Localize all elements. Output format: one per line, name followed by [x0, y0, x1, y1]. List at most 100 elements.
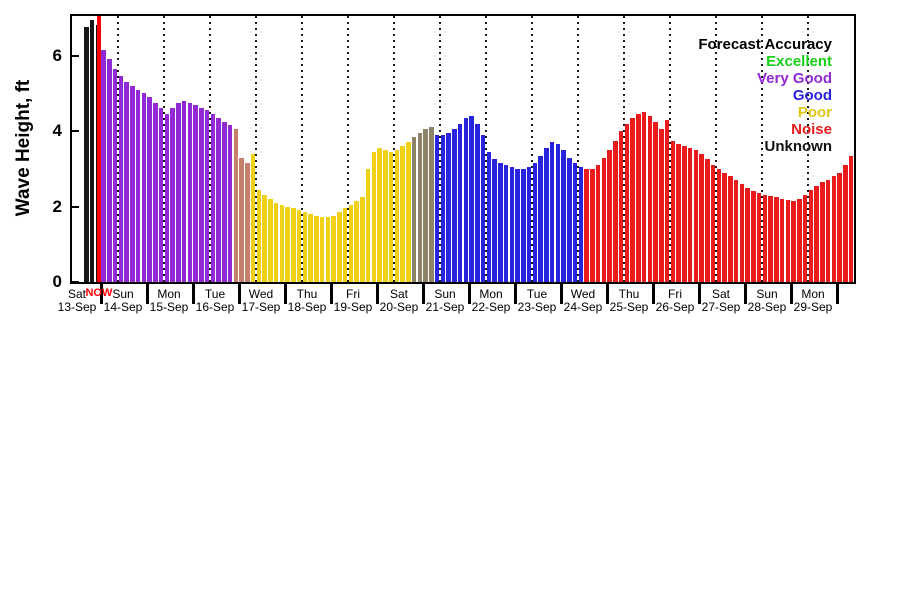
wave-height-bar — [463, 117, 469, 282]
day-gridline — [163, 16, 165, 282]
x-tick-weekday: Sun — [112, 287, 134, 301]
wave-height-bar — [394, 149, 400, 282]
wave-height-bar — [561, 149, 566, 282]
wave-height-bar — [457, 123, 463, 282]
wave-height-bar — [130, 85, 135, 282]
wave-height-bar — [296, 210, 302, 282]
wave-height-bar — [590, 168, 595, 282]
wave-height-bar — [745, 187, 750, 282]
wave-height-bar — [601, 157, 607, 282]
day-gridline — [531, 16, 533, 282]
wave-height-bar — [107, 59, 112, 282]
wave-height-bar — [636, 114, 641, 282]
legend-item-very-good: Very Good — [756, 70, 832, 87]
wave-height-bar — [147, 97, 152, 282]
wave-height-bar — [222, 121, 227, 282]
wave-height-bar — [785, 199, 791, 282]
wave-height-bar — [204, 110, 210, 282]
day-gridline — [209, 16, 211, 282]
x-tick-weekday: Mon — [801, 287, 825, 301]
wave-height-bar — [199, 108, 204, 282]
x-tick-date: 18-Sep — [287, 300, 327, 314]
wave-height-bar — [802, 195, 808, 282]
x-tick-weekday: Sat — [711, 287, 731, 301]
x-tick-label: Tue 16-Sep — [196, 288, 235, 314]
wave-height-bar — [216, 117, 221, 282]
wave-height-bar — [331, 215, 336, 282]
plot-area: Forecast Accuracy Excellent Very Good Good… — [70, 14, 856, 284]
x-tick-date: 23-Sep — [517, 300, 557, 314]
legend-item-noise: Noise — [791, 121, 832, 138]
wave-height-bar — [118, 76, 124, 282]
wave-height-bar — [377, 148, 382, 282]
x-tick-weekday: Tue — [526, 287, 548, 301]
x-tick-mark — [192, 284, 195, 304]
wave-height-bar — [567, 157, 572, 282]
wave-height-bar — [319, 217, 325, 282]
wave-height-bar — [728, 176, 733, 282]
wave-height-bar — [135, 89, 141, 282]
x-tick-weekday: Sun — [434, 287, 456, 301]
wave-height-bar — [342, 208, 348, 282]
wave-height-bar — [653, 121, 658, 282]
wave-height-bar — [210, 114, 216, 282]
x-tick-mark — [698, 284, 701, 304]
wave-height-bar — [791, 200, 796, 282]
wave-height-bar — [400, 146, 405, 282]
wave-height-bar — [572, 163, 578, 282]
y-tick-mark — [72, 205, 79, 208]
wave-height-bar — [831, 176, 837, 282]
x-tick-date: 15-Sep — [149, 300, 189, 314]
day-gridline — [255, 16, 257, 282]
x-tick-mark — [560, 284, 563, 304]
wave-height-bar — [492, 159, 497, 282]
wave-height-bar — [538, 155, 543, 282]
y-tick-label: 6 — [52, 45, 62, 65]
x-tick-weekday: Thu — [618, 287, 640, 301]
wave-height-bar — [630, 117, 635, 282]
x-tick-mark — [100, 284, 103, 304]
x-tick-mark — [744, 284, 747, 304]
y-tick-label: 4 — [52, 121, 62, 141]
wave-height-bar — [664, 119, 670, 282]
wave-height-bar — [595, 165, 601, 282]
wave-height-bar — [285, 206, 290, 282]
now-label: NOW — [85, 287, 113, 299]
wave-height-bar — [446, 132, 451, 282]
wave-height-bar — [434, 134, 440, 282]
wave-height-bar — [429, 127, 434, 282]
x-tick-weekday: Sat — [389, 287, 409, 301]
x-tick-date: 16-Sep — [195, 300, 235, 314]
x-tick-label: Tue 23-Sep — [518, 288, 557, 314]
day-gridline — [347, 16, 349, 282]
x-tick-mark — [238, 284, 241, 304]
wave-height-bar — [233, 129, 239, 282]
x-tick-date: 26-Sep — [655, 300, 695, 314]
x-tick-label: Sat 27-Sep — [702, 288, 741, 314]
x-tick-date: 13-Sep — [57, 300, 97, 314]
wave-height-bar — [273, 202, 279, 282]
x-tick-date: 29-Sep — [793, 300, 833, 314]
wave-height-bar — [365, 168, 371, 282]
wave-height-bar — [779, 199, 785, 282]
x-tick-mark — [606, 284, 609, 304]
wave-height-bar — [699, 153, 704, 282]
wave-height-bar — [843, 165, 848, 282]
wave-height-bar — [475, 123, 480, 282]
wave-height-bar — [440, 134, 446, 282]
wave-height-bar — [682, 146, 687, 282]
wave-height-bar — [762, 195, 768, 282]
wave-height-bar — [544, 148, 549, 282]
x-tick-label: Sun 21-Sep — [426, 288, 465, 314]
now-line — [96, 16, 101, 282]
wave-height-bar — [388, 151, 394, 282]
wave-height-bar — [406, 142, 411, 282]
wave-height-bar — [176, 102, 181, 282]
wave-height-bar — [337, 212, 342, 282]
wave-height-bar — [308, 214, 313, 282]
day-gridline — [807, 16, 809, 282]
day-gridline — [669, 16, 671, 282]
wave-height-bar — [647, 116, 653, 282]
wave-height-bar — [371, 151, 377, 282]
